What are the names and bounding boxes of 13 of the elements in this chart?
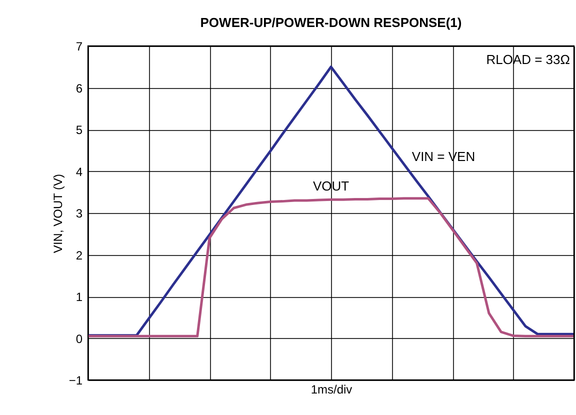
line-series: [86, 197, 576, 338]
y-tick-label: 3: [76, 206, 83, 220]
x-axis-title: 1ms/div: [310, 382, 352, 396]
chart-title: POWER-UP/POWER-DOWN RESPONSE(1): [200, 15, 462, 30]
y-tick-label: −1: [68, 374, 83, 388]
y-tick-label: 2: [76, 248, 83, 262]
y-tick-label: 4: [76, 164, 83, 179]
y-tick-label: 5: [76, 123, 83, 137]
y-tick-label: 6: [76, 81, 83, 96]
y-tick-label: 7: [76, 40, 83, 54]
y-tick-label: 0: [76, 332, 83, 346]
y-tick-label: 1: [76, 290, 83, 304]
y-axis-title: VIN, VOUT (V): [50, 174, 65, 254]
